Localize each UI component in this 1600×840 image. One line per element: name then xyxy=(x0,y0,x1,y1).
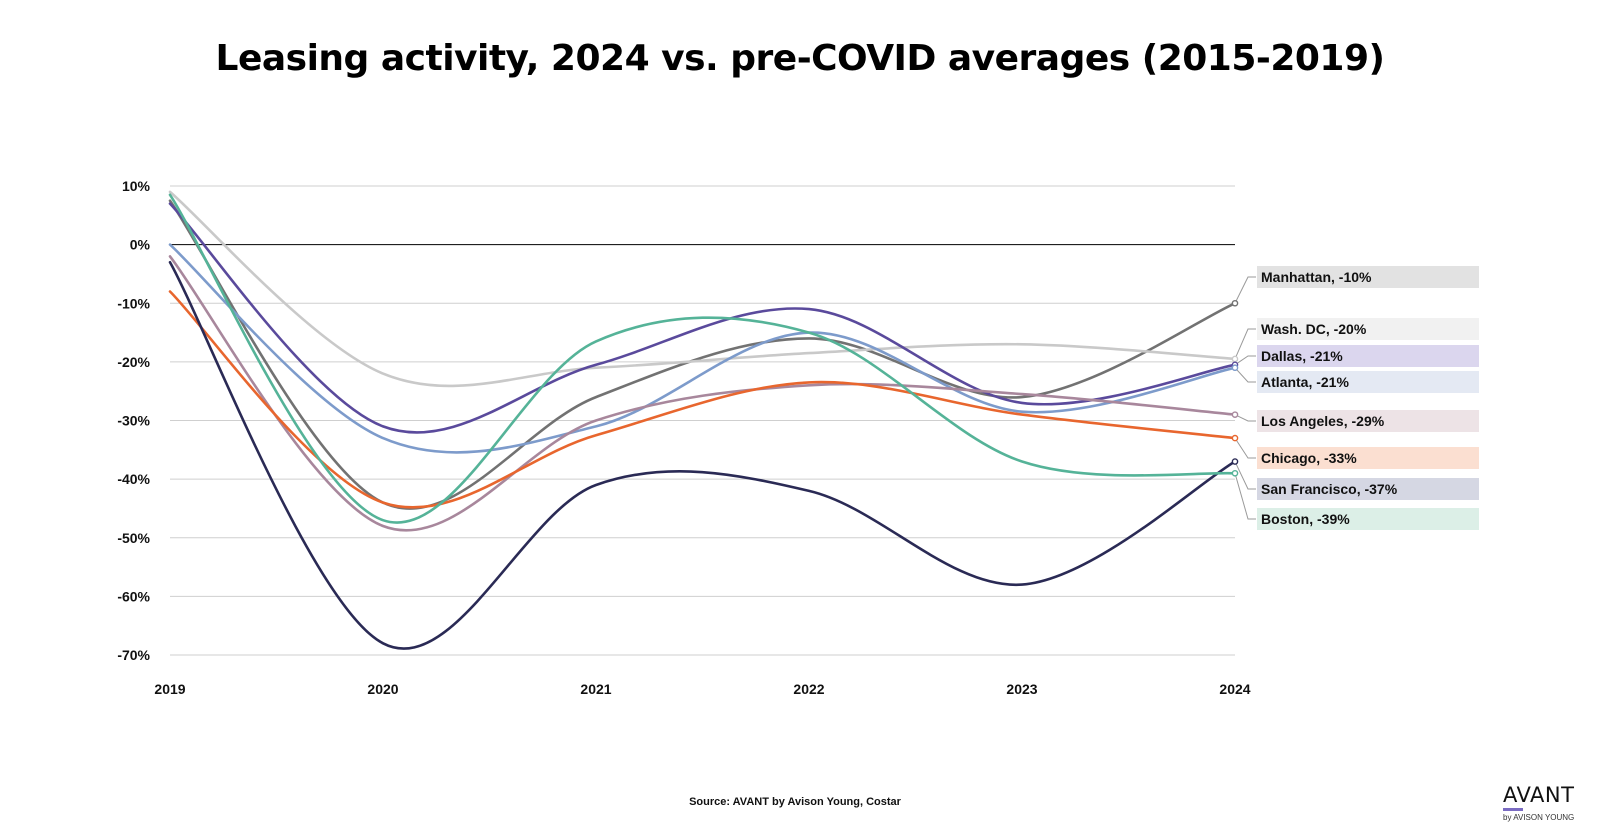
end-label-san-francisco: San Francisco, -37% xyxy=(1261,481,1398,497)
y-tick-label: 0% xyxy=(130,237,151,253)
end-label-dallas: Dallas, -21% xyxy=(1261,348,1343,364)
label-box-dallas xyxy=(1257,345,1479,367)
y-tick-label: -40% xyxy=(117,471,150,487)
leader-line-boston xyxy=(1234,473,1256,520)
end-label-los-angeles: Los Angeles, -29% xyxy=(1261,413,1385,429)
x-tick-label: 2020 xyxy=(367,681,398,697)
series-line-boston xyxy=(168,193,1237,524)
y-tick-label: -20% xyxy=(117,354,150,370)
end-label-wash-dc: Wash. DC, -20% xyxy=(1261,321,1367,337)
end-marker-los-angeles xyxy=(1231,411,1239,418)
series-line-manhattan xyxy=(168,199,1237,510)
chart-title: Leasing activity, 2024 vs. pre-COVID ave… xyxy=(215,38,1385,79)
end-label-chicago: Chicago, -33% xyxy=(1261,450,1357,466)
leader-line-wash-dc xyxy=(1234,328,1256,360)
end-marker-boston xyxy=(1231,469,1239,477)
y-tick-label: -50% xyxy=(117,530,150,546)
brand-logo: AVANT by AVISON YOUNG xyxy=(1503,784,1595,822)
y-tick-label: -10% xyxy=(117,295,150,311)
leader-line-dallas xyxy=(1234,355,1256,366)
end-marker-manhattan xyxy=(1231,299,1239,307)
leader-line-atlanta xyxy=(1234,367,1256,383)
y-tick-label: -30% xyxy=(117,413,150,429)
brand-accent-bar xyxy=(1503,808,1523,811)
x-tick-label: 2019 xyxy=(154,681,185,697)
y-tick-label: 10% xyxy=(122,178,151,194)
leader-line-los-angeles xyxy=(1234,414,1256,422)
series-line-dallas xyxy=(168,202,1237,434)
end-marker-san-francisco xyxy=(1231,458,1239,465)
leader-line-san-francisco xyxy=(1234,461,1256,490)
y-tick-label: -70% xyxy=(117,647,150,663)
end-label-boston: Boston, -39% xyxy=(1261,511,1350,527)
series-line-san-francisco xyxy=(168,260,1237,650)
end-labels: Manhattan, -10% Wash. DC, -20% Dallas, -21… xyxy=(1231,266,1479,530)
brand-name: AVANT xyxy=(1503,783,1575,807)
y-tick-label: -60% xyxy=(117,588,150,604)
x-tick-label: 2022 xyxy=(793,681,824,697)
label-box-los-angeles xyxy=(1257,410,1479,432)
end-label-manhattan: Manhattan, -10% xyxy=(1261,269,1372,285)
end-marker-wash-dc xyxy=(1231,355,1239,363)
end-marker-chicago xyxy=(1231,434,1239,442)
series-line-los-angeles xyxy=(168,255,1237,532)
series-line-chicago xyxy=(168,290,1237,509)
x-tick-label: 2021 xyxy=(580,681,611,697)
source-note: Source: AVANT by Avison Young, Costar xyxy=(689,796,901,808)
x-tick-label: 2024 xyxy=(1219,681,1250,697)
leader-line-manhattan xyxy=(1234,276,1256,304)
series-lines xyxy=(168,190,1237,650)
series-line-wash-dc xyxy=(168,190,1237,388)
x-axis-tick-labels: 2019 2020 2021 2022 2023 2024 xyxy=(154,681,1250,697)
x-tick-label: 2023 xyxy=(1006,681,1037,697)
label-box-chicago xyxy=(1257,447,1479,469)
label-box-atlanta xyxy=(1257,371,1479,393)
series-line-atlanta xyxy=(168,243,1237,454)
gridlines xyxy=(170,185,1235,656)
end-label-atlanta: Atlanta, -21% xyxy=(1261,374,1349,390)
y-axis-tick-labels: 10% 0% -10% -20% -30% -40% -50% -60% -70% xyxy=(117,178,150,663)
label-box-boston xyxy=(1257,508,1479,530)
label-box-manhattan xyxy=(1257,266,1479,288)
end-marker-atlanta xyxy=(1231,364,1239,372)
leader-line-chicago xyxy=(1234,437,1256,459)
label-box-san-francisco xyxy=(1257,478,1479,500)
brand-subtitle: by AVISON YOUNG xyxy=(1503,813,1575,822)
label-box-wash-dc xyxy=(1257,318,1479,340)
